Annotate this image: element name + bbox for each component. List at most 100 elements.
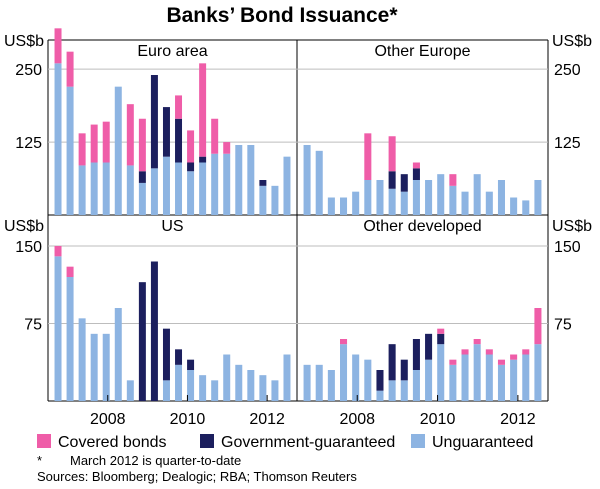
bar-segment — [376, 370, 384, 391]
bar-segment — [461, 354, 469, 401]
bar-segment — [162, 380, 170, 401]
bar-segment — [187, 171, 195, 215]
y-tick-label: 150 — [15, 239, 42, 256]
bar-segment — [54, 28, 62, 64]
legend-swatch-unguaranteed — [411, 434, 425, 448]
panel-title: Other Europe — [374, 43, 470, 60]
bar-segment — [340, 197, 348, 215]
y-tick-label: 75 — [24, 317, 42, 334]
bar-segment — [66, 86, 74, 216]
bar-segment — [126, 165, 134, 215]
bar-segment — [90, 162, 98, 215]
y-tick-label: 250 — [554, 62, 581, 79]
panel-title: US — [161, 218, 183, 235]
bar-segment — [534, 344, 542, 401]
bar-segment — [150, 75, 158, 169]
bar-segment — [175, 364, 183, 401]
unit-label: US$b — [552, 33, 592, 50]
bar-segment — [510, 354, 518, 360]
bar-segment — [66, 266, 74, 277]
legend-label-unguaranteed: Unguaranteed — [432, 434, 533, 451]
bar-segment — [66, 277, 74, 401]
bar-segment — [187, 370, 195, 401]
bar-segment — [412, 162, 420, 169]
bar-segment — [461, 349, 469, 355]
bar-segment — [412, 168, 420, 180]
bar-segment — [247, 370, 255, 401]
legend-swatch-guaranteed — [200, 434, 214, 448]
bar-segment — [199, 156, 207, 163]
x-tick-label: 2012 — [249, 411, 285, 428]
bar-segment — [54, 246, 62, 257]
bar-segment — [437, 333, 445, 345]
bar-segment — [138, 171, 146, 183]
bar-segment — [461, 191, 469, 215]
bar-segment — [412, 339, 420, 370]
y-tick-label: 150 — [554, 239, 581, 256]
bar-segment — [437, 344, 445, 401]
bar-segment — [283, 354, 291, 401]
bar-segment — [315, 364, 323, 401]
bar-segment — [187, 130, 195, 163]
bar-segment — [522, 349, 530, 355]
bar-segment — [315, 150, 323, 215]
bar-segment — [54, 256, 62, 401]
bar-segment — [425, 333, 433, 360]
bar-segment — [388, 344, 396, 381]
bar-segment — [259, 375, 267, 401]
bar-segment — [485, 354, 493, 401]
bar-segment — [449, 359, 457, 365]
bar-segment — [473, 339, 481, 345]
bar-segment — [114, 308, 122, 401]
bar-segment — [54, 63, 62, 216]
bar-segment — [364, 180, 372, 215]
unit-label: US$b — [4, 33, 44, 50]
footnote-marker: * — [37, 453, 42, 468]
x-tick-label: 2008 — [339, 411, 375, 428]
bar-segment — [199, 63, 207, 157]
bar-segment — [364, 133, 372, 180]
bar-segment — [522, 200, 530, 215]
panel-title: Euro area — [137, 43, 207, 60]
x-tick-label: 2010 — [170, 411, 206, 428]
bar-segment — [235, 145, 243, 215]
bar-segment — [412, 370, 420, 401]
bar-segment — [259, 180, 267, 186]
y-tick-label: 250 — [15, 62, 42, 79]
bar-segment — [425, 359, 433, 401]
sources-text: Sources: Bloomberg; Dealogic; RBA; Thoms… — [37, 469, 357, 484]
y-tick-label: 75 — [554, 317, 572, 334]
bar-segment — [211, 118, 219, 154]
bar-segment — [388, 188, 396, 215]
panels-group: US$b US$b US$b US$b 125 250 Euro area 125 250 Oth… — [4, 28, 592, 428]
y-tick-label: 125 — [554, 135, 581, 152]
bar-segment — [138, 282, 146, 401]
bar-segment — [199, 375, 207, 401]
bar-segment — [66, 51, 74, 87]
y-tick-label: 125 — [15, 135, 42, 152]
bar-segment — [175, 95, 183, 119]
bar-segment — [138, 182, 146, 215]
bar-segment — [150, 261, 158, 401]
bar-segment — [199, 162, 207, 215]
bar-segment — [510, 359, 518, 401]
bar-segment — [283, 156, 291, 215]
bar-segment — [473, 174, 481, 215]
bar-segment — [211, 380, 219, 401]
bar-segment — [162, 328, 170, 381]
bar-segment — [223, 142, 231, 154]
bar-segment — [352, 191, 360, 215]
bar-segment — [510, 197, 518, 215]
bar-segment — [259, 185, 267, 215]
bar-segment — [473, 344, 481, 401]
bar-segment — [223, 153, 231, 215]
bar-segment — [449, 185, 457, 215]
bar-segment — [78, 133, 86, 166]
bar-segment — [102, 121, 110, 163]
chart-title: Banks’ Bond Issuance* — [166, 4, 398, 27]
legend-label-covered: Covered bonds — [58, 434, 167, 451]
x-tick-label: 2010 — [420, 411, 456, 428]
bar-segment — [162, 107, 170, 157]
bar-segment — [497, 180, 505, 215]
bar-segment — [449, 364, 457, 401]
